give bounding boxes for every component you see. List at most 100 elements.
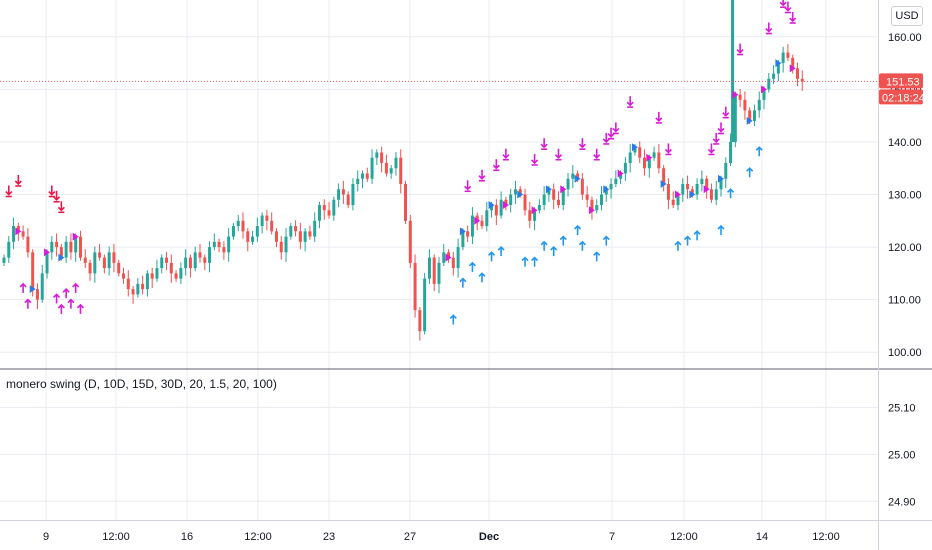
time-tick-label: 23 <box>323 531 335 543</box>
candle-body <box>643 157 647 169</box>
buy-arrow-blue-head <box>487 251 496 256</box>
swing-triangle <box>15 227 22 236</box>
candle-body <box>217 241 221 248</box>
swing-triangle <box>502 201 509 210</box>
candle-body <box>676 194 680 206</box>
candle-body <box>317 205 321 221</box>
candle-body <box>423 278 427 332</box>
candle-body <box>442 252 446 263</box>
candle-body <box>160 257 164 269</box>
candle-body <box>437 262 441 284</box>
candle-body <box>475 215 479 221</box>
candle-body <box>179 268 183 279</box>
candle-body <box>523 194 527 211</box>
time-tick-label: 12:00 <box>102 531 130 543</box>
candle-body <box>619 173 623 179</box>
swing-triangle <box>72 232 79 241</box>
candle-body <box>346 194 350 206</box>
sell-arrow-magenta-head <box>712 138 720 144</box>
candle-body <box>542 194 546 206</box>
candle-body <box>571 173 575 179</box>
candle-body <box>528 210 532 221</box>
candle-body <box>633 147 637 153</box>
candle-body <box>767 78 771 90</box>
sell-arrow-magenta-head <box>531 159 539 165</box>
candle-body <box>623 162 627 174</box>
candle-body <box>561 189 565 206</box>
buy-arrow-blue-head <box>468 261 477 267</box>
swing-triangle <box>718 174 724 183</box>
candle-body <box>145 273 149 290</box>
candle-body <box>504 199 508 206</box>
buy-arrow-magenta-head <box>76 303 85 309</box>
candle-body <box>327 210 331 216</box>
swing-triangle <box>603 185 610 194</box>
candle-body <box>738 94 742 100</box>
buy-arrow-magenta-head <box>24 298 32 304</box>
candle-body <box>537 205 541 211</box>
candle-body <box>102 257 106 269</box>
sell-arrow-magenta-head <box>626 101 634 107</box>
swing-triangle <box>746 116 753 125</box>
swing-triangle <box>732 90 739 99</box>
candle-body <box>155 268 159 279</box>
candle-body <box>251 236 255 242</box>
candle-body <box>418 310 422 332</box>
candle-body <box>174 273 178 279</box>
buy-arrow-blue-head <box>574 224 582 230</box>
buy-arrow-blue-head <box>559 235 567 241</box>
sell-arrow-magenta-head <box>664 148 672 154</box>
candle-body <box>313 220 317 237</box>
sell-arrow-magenta-head <box>779 1 787 7</box>
candle-body <box>729 141 733 163</box>
buy-arrow-magenta-head <box>53 293 61 298</box>
swing-triangle <box>761 85 768 94</box>
candle-body <box>289 226 293 237</box>
candle-body <box>78 236 82 258</box>
candle-body <box>337 189 341 200</box>
swing-triangle <box>689 190 696 199</box>
candle-body <box>509 194 513 206</box>
buy-arrow-blue-head <box>540 240 548 246</box>
candle-body <box>12 226 16 242</box>
swing-triangle <box>775 59 782 68</box>
candle-body <box>638 147 642 158</box>
candle-body <box>604 189 608 195</box>
currency-badge[interactable]: USD <box>891 6 923 26</box>
last-price-value: 151.53 <box>886 76 920 88</box>
swing-triangle <box>789 64 796 73</box>
candle-body <box>308 231 312 237</box>
candle-body <box>733 94 737 142</box>
sell-arrow-magenta-head <box>602 138 610 144</box>
sell-arrow-magenta-head <box>789 17 797 23</box>
swing-triangle <box>646 153 653 162</box>
candle-body <box>274 231 278 242</box>
candle-body <box>513 189 517 195</box>
candle-body <box>375 152 379 158</box>
sell-arrow-magenta-head <box>464 185 472 191</box>
candle-body <box>595 205 599 211</box>
swing-triangle <box>29 285 36 294</box>
sell-arrow-magenta-head <box>655 117 663 123</box>
candle-body <box>408 220 412 263</box>
candle-body <box>451 257 455 269</box>
swing-triangle <box>588 206 595 215</box>
candle-body <box>547 189 551 195</box>
candle-body <box>485 210 489 227</box>
candle-body <box>580 178 584 195</box>
buy-arrow-magenta-head <box>72 282 80 288</box>
candle-body <box>7 241 11 258</box>
candle-body <box>246 231 250 242</box>
candle-body <box>657 152 661 169</box>
buy-arrow-blue-head <box>459 277 467 283</box>
price-tick-label: 110.00 <box>888 295 921 307</box>
candle-body <box>748 110 752 121</box>
swing-triangle <box>574 174 581 183</box>
buy-arrow-blue-head <box>593 251 601 256</box>
swing-triangle <box>631 143 638 152</box>
candle-body <box>236 220 240 227</box>
sell-arrow-red-head <box>48 190 56 196</box>
swing-triangle <box>545 185 552 194</box>
indicator-legend[interactable]: monero swing (D, 10D, 15D, 30D, 20, 1.5,… <box>6 377 277 391</box>
